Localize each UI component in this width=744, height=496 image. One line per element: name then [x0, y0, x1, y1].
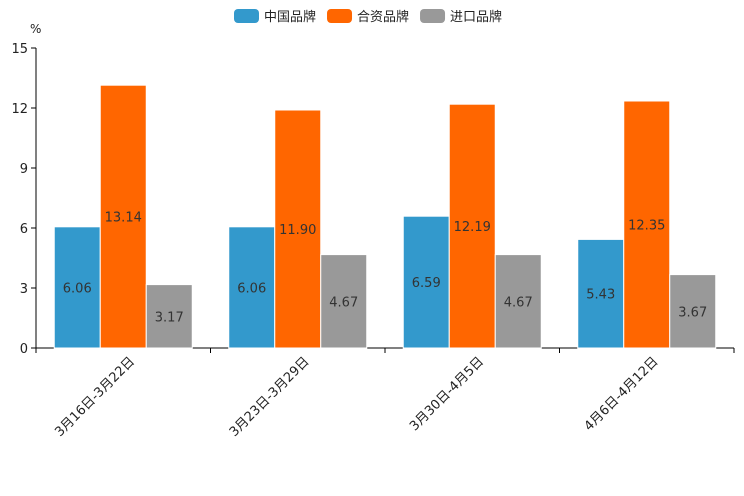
bar: [145, 284, 193, 349]
y-axis: 0 3 6 9 12 15: [11, 42, 37, 357]
legend-label: 中国品牌: [264, 9, 316, 25]
bar-value-label: 12.19: [454, 220, 491, 235]
bar-value-label: 4.67: [329, 295, 358, 310]
bar-value-label: 5.43: [586, 288, 615, 303]
legend-swatch: [327, 9, 353, 23]
bar: [494, 254, 542, 349]
y-tick-label: 0: [20, 342, 28, 357]
bar-value-label: 6.06: [63, 281, 92, 296]
y-tick-label: 15: [11, 42, 28, 57]
bar: [274, 109, 322, 349]
bar: [623, 100, 671, 349]
x-axis: 3月16日-3月22日 3月23日-3月29日 3月30日-4月5日 4月6日-4月1…: [35, 347, 735, 440]
legend-label: 进口品牌: [450, 9, 502, 25]
x-tick-label: 3月16日-3月22日: [52, 354, 138, 440]
x-tick-label: 4月6日-4月12日: [582, 354, 662, 434]
bar-value-label: 3.67: [678, 305, 707, 320]
bar: [53, 226, 101, 349]
bar: [402, 215, 450, 349]
bar: [99, 84, 147, 349]
bar-value-label: 12.35: [628, 219, 665, 234]
bar-value-label: 6.59: [412, 276, 441, 291]
legend-swatch: [234, 9, 259, 23]
bar: [577, 238, 625, 349]
x-tick-label: 3月30日-4月5日: [407, 354, 487, 434]
x-tick-label: 3月23日-3月29日: [227, 354, 313, 440]
bar: [669, 274, 717, 349]
y-axis-unit-label: %: [30, 22, 41, 36]
y-tick-label: 9: [20, 162, 28, 177]
bar-value-label: 13.14: [105, 211, 142, 226]
bar-value-label: 3.17: [155, 310, 184, 325]
bar-value-label: 6.06: [237, 281, 266, 296]
bars: 6.06 13.14 3.17 6.06 11.90 4.67 6.59 12.19 4.67 5…: [53, 84, 717, 349]
y-tick-label: 12: [11, 102, 28, 117]
bar-value-label: 4.67: [504, 295, 533, 310]
bar: [320, 254, 368, 349]
bar: [228, 226, 276, 349]
bar: [448, 103, 496, 349]
y-tick-label: 3: [20, 282, 28, 297]
legend: 中国品牌 合资品牌 进口品牌: [234, 9, 502, 25]
bar-value-label: 11.90: [279, 223, 316, 238]
y-tick-label: 6: [20, 222, 28, 237]
legend-swatch: [420, 9, 446, 23]
legend-label: 合资品牌: [357, 9, 409, 25]
